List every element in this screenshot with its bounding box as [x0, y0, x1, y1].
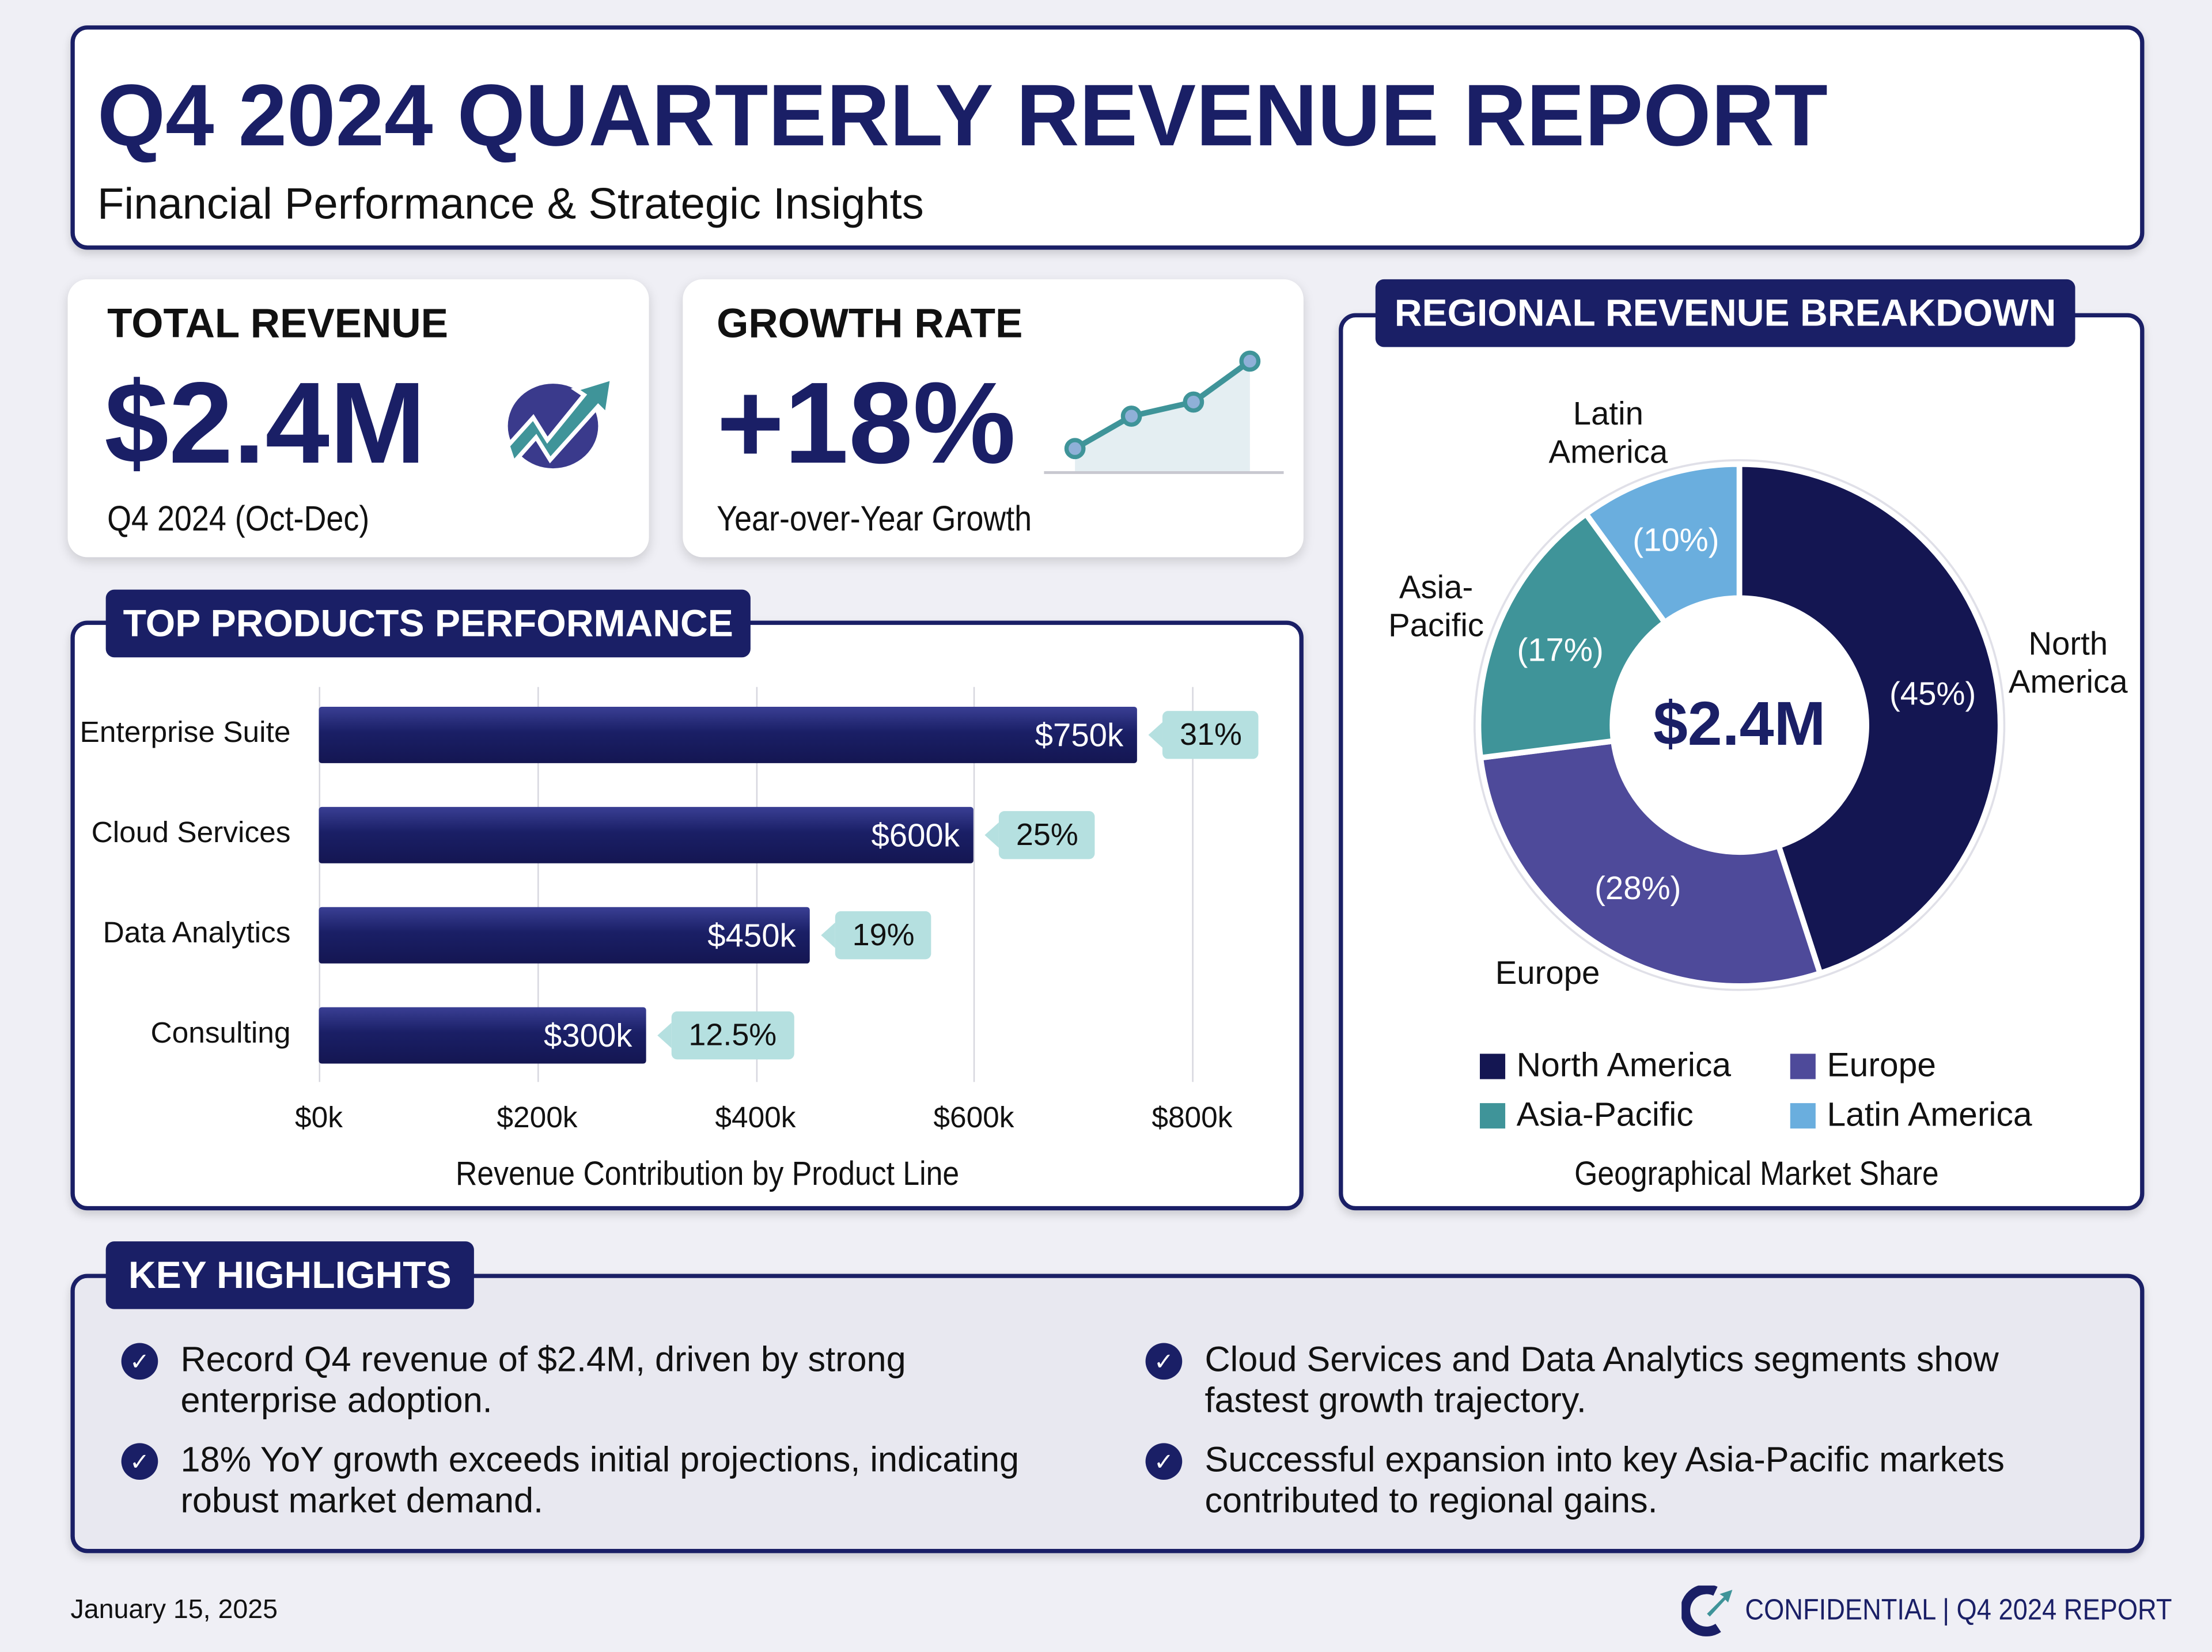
highlight-item: ✓ Cloud Services and Data Analytics segme…	[1145, 1340, 2077, 1422]
gridline	[755, 687, 757, 1082]
panel-title: TOP PRODUCTS PERFORMANCE	[105, 589, 751, 658]
donut-caption: Geographical Market Share	[1574, 1155, 1939, 1193]
kpi-value: $2.4M	[104, 359, 426, 488]
check-icon: ✓	[121, 1443, 158, 1480]
slice-region-label: Asia- Pacific	[1388, 568, 1484, 643]
slice-region-label: Europe	[1495, 954, 1600, 991]
x-tick-label: $0k	[295, 1101, 343, 1134]
donut-slice-asia-pacific	[1475, 510, 1669, 761]
kpi-caption: Year-over-Year Growth	[717, 499, 1032, 539]
check-icon: ✓	[121, 1343, 158, 1380]
x-tick-label: $400k	[715, 1101, 796, 1134]
bar: $300k	[319, 1007, 646, 1064]
category-label: Consulting	[150, 1017, 291, 1050]
donut-center-label: $2.4M	[1653, 689, 1826, 759]
highlight-item: ✓ Successful expansion into key Asia-Paci…	[1145, 1440, 2077, 1522]
category-label: Cloud Services	[91, 816, 291, 850]
category-label: Data Analytics	[103, 916, 291, 950]
page-title: Q4 2024 QUARTERLY REVENUE REPORT	[97, 67, 1828, 165]
report-date: January 15, 2025	[70, 1595, 278, 1626]
category-label: Enterprise Suite	[79, 717, 291, 749]
legend-north-america: North America	[1480, 1047, 1731, 1086]
x-tick-label: $200k	[497, 1101, 578, 1134]
slice-percent-label: (28%)	[1594, 869, 1681, 907]
slice-percent-label: (17%)	[1517, 631, 1604, 668]
x-tick-label: $600k	[933, 1101, 1014, 1134]
confidential-label: CONFIDENTIAL | Q4 2024 REPORT	[1745, 1594, 2172, 1627]
kpi-label: GROWTH RATE	[717, 302, 1023, 347]
page-subtitle: Financial Performance & Strategic Insigh…	[97, 179, 924, 229]
slice-percent-label: (10%)	[1633, 521, 1719, 558]
bar: $600k	[319, 806, 974, 863]
bar-chart-xlabel: Revenue Contribution by Product Line	[456, 1155, 960, 1193]
kpi-label: TOTAL REVENUE	[107, 302, 449, 347]
bar: $450k	[319, 907, 810, 964]
kpi-caption: Q4 2024 (Oct-Dec)	[107, 499, 370, 539]
sparkline-chart-icon	[1044, 350, 1284, 474]
panel-title: KEY HIGHLIGHTS	[105, 1241, 474, 1309]
gridline	[537, 687, 539, 1082]
highlight-item: ✓ Record Q4 revenue of $2.4M, driven by s…	[121, 1340, 1052, 1422]
kpi-value: +18%	[717, 359, 1016, 488]
highlight-item: ✓ 18% YoY growth exceeds initial projecti…	[121, 1440, 1052, 1522]
company-logo-icon	[1681, 1585, 1733, 1636]
check-icon: ✓	[1145, 1443, 1183, 1480]
slice-region-label: Latin America	[1548, 395, 1668, 470]
key-highlights-panel	[70, 1274, 2145, 1554]
donut-slice-north-america	[1736, 461, 2003, 977]
growth-arrow-icon	[505, 375, 615, 469]
legend-latin-america: Latin America	[1790, 1096, 2032, 1136]
report-header: Q4 2024 QUARTERLY REVENUE REPORT Financi…	[70, 25, 2145, 250]
gridline	[1192, 687, 1194, 1082]
legend-europe: Europe	[1790, 1047, 1936, 1086]
share-tag: 31%	[1149, 711, 1259, 759]
bar: $750k	[319, 706, 1138, 763]
gridline	[974, 687, 975, 1082]
donut-slice-europe	[1477, 737, 1824, 989]
total-revenue-card: TOTAL REVENUE $2.4M Q4 2024 (Oct-Dec)	[67, 279, 649, 558]
panel-title: REGIONAL REVENUE BREAKDOWN	[1375, 279, 2075, 347]
slice-region-label: North America	[2008, 624, 2128, 700]
x-tick-label: $800k	[1152, 1101, 1233, 1134]
share-tag: 19%	[821, 911, 931, 960]
legend-asia-pacific: Asia-Pacific	[1480, 1096, 1694, 1136]
check-icon: ✓	[1145, 1343, 1183, 1380]
gridline	[319, 687, 320, 1082]
share-tag: 25%	[984, 811, 1096, 859]
donut-slice-latin-america	[1582, 461, 1743, 627]
share-tag: 12.5%	[657, 1011, 794, 1060]
slice-percent-label: (45%)	[1889, 675, 1976, 712]
growth-rate-card: GROWTH RATE +18% Year-over-Year Growth	[683, 279, 1304, 558]
